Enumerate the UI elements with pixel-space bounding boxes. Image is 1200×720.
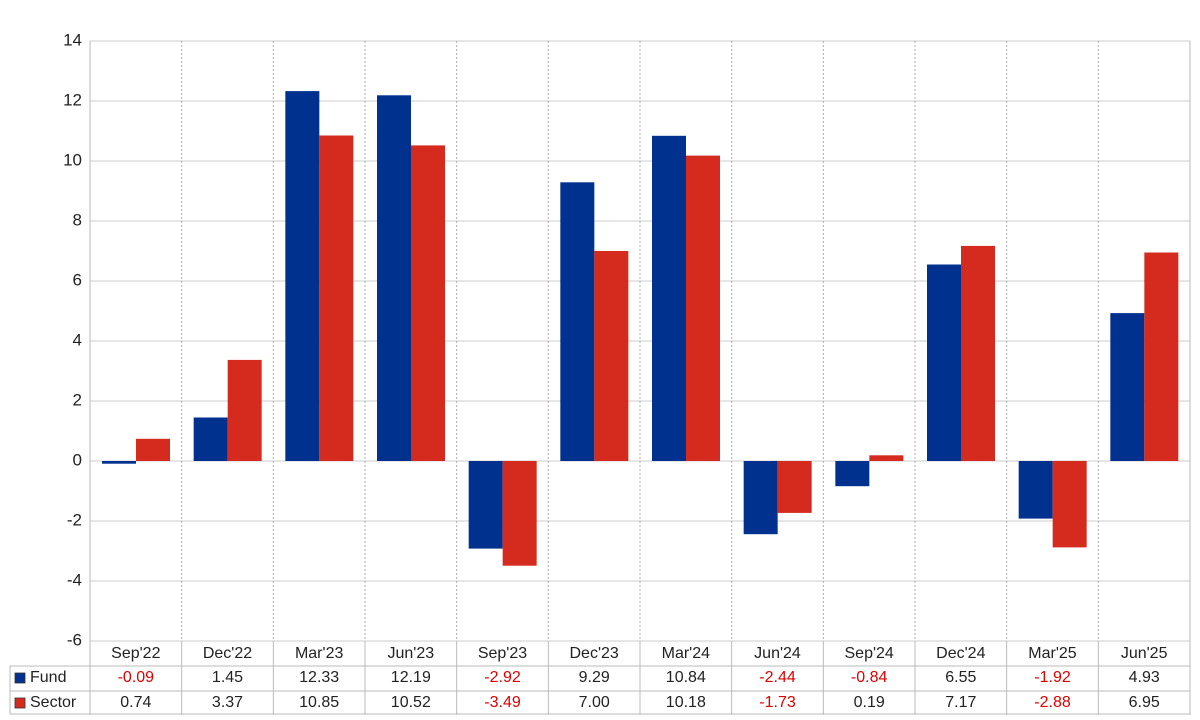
table-value: 7.00 <box>579 694 610 711</box>
bar <box>1052 461 1087 548</box>
legend-swatch <box>14 672 26 684</box>
x-tick-label: Sep'24 <box>845 645 894 662</box>
table-value: 0.19 <box>854 694 885 711</box>
table-value: 7.17 <box>945 694 976 711</box>
bar <box>1110 313 1145 461</box>
bar <box>136 438 170 461</box>
x-tick-label: Mar'25 <box>1028 645 1077 662</box>
x-tick-label: Jun'24 <box>754 645 801 662</box>
x-tick-label: Dec'24 <box>936 645 985 662</box>
bar <box>594 251 629 461</box>
y-tick-label: 12 <box>63 90 82 109</box>
table-value: 10.85 <box>299 694 339 711</box>
y-tick-label: -4 <box>67 570 82 589</box>
bar <box>869 455 904 461</box>
bar <box>560 182 595 462</box>
bar <box>961 245 995 461</box>
table-value: 6.55 <box>945 669 976 686</box>
table-value: 12.33 <box>299 669 339 686</box>
bar <box>927 264 961 461</box>
table-value: 10.84 <box>666 669 706 686</box>
table-value: -2.92 <box>484 669 521 686</box>
bar <box>468 461 503 549</box>
bar <box>502 461 537 566</box>
x-tick-label: Jun'23 <box>388 645 435 662</box>
bar <box>285 91 320 461</box>
bar <box>777 461 812 513</box>
legend-label: Fund <box>30 669 66 686</box>
table-value: -2.44 <box>759 669 796 686</box>
y-tick-label: -2 <box>67 510 82 529</box>
x-tick-label: Mar'23 <box>295 645 344 662</box>
bar <box>102 461 136 464</box>
bar <box>686 155 720 461</box>
bar <box>652 135 686 462</box>
bar <box>411 145 445 461</box>
table-value: 9.29 <box>579 669 610 686</box>
y-tick-label: 6 <box>73 270 82 289</box>
table-value: -0.84 <box>851 669 888 686</box>
y-tick-label: 10 <box>63 150 82 169</box>
y-tick-label: 2 <box>73 390 82 409</box>
table-value: -2.88 <box>1034 694 1071 711</box>
table-value: -1.92 <box>1034 669 1071 686</box>
bar <box>227 359 262 461</box>
y-tick-label: 0 <box>73 450 82 469</box>
x-tick-label: Sep'23 <box>478 645 527 662</box>
table-value: -0.09 <box>118 669 155 686</box>
table-value: 4.93 <box>1129 669 1160 686</box>
x-tick-label: Mar'24 <box>662 645 711 662</box>
bar <box>193 417 228 461</box>
x-tick-label: Jun'25 <box>1121 645 1168 662</box>
bar <box>319 135 354 461</box>
table-value: 1.45 <box>212 669 243 686</box>
x-tick-label: Sep'22 <box>111 645 160 662</box>
table-value: 6.95 <box>1129 694 1160 711</box>
table-value: 0.74 <box>120 694 151 711</box>
x-tick-label: Dec'22 <box>203 645 252 662</box>
y-tick-label: 4 <box>73 330 82 349</box>
y-tick-label: 14 <box>63 30 82 49</box>
table-value: 12.19 <box>391 669 431 686</box>
table-value: 10.18 <box>666 694 706 711</box>
table-value: -3.49 <box>484 694 521 711</box>
y-tick-label: -6 <box>67 630 82 649</box>
table-value: 3.37 <box>212 694 243 711</box>
y-tick-label: 8 <box>73 210 82 229</box>
legend-swatch <box>14 697 26 709</box>
bar <box>835 461 870 487</box>
bar <box>1018 461 1053 519</box>
legend-label: Sector <box>30 694 77 711</box>
table-value: -1.73 <box>759 694 796 711</box>
x-tick-label: Dec'23 <box>570 645 619 662</box>
bar <box>377 95 411 462</box>
bar <box>1144 252 1179 461</box>
table-value: 10.52 <box>391 694 431 711</box>
bar <box>743 461 778 535</box>
